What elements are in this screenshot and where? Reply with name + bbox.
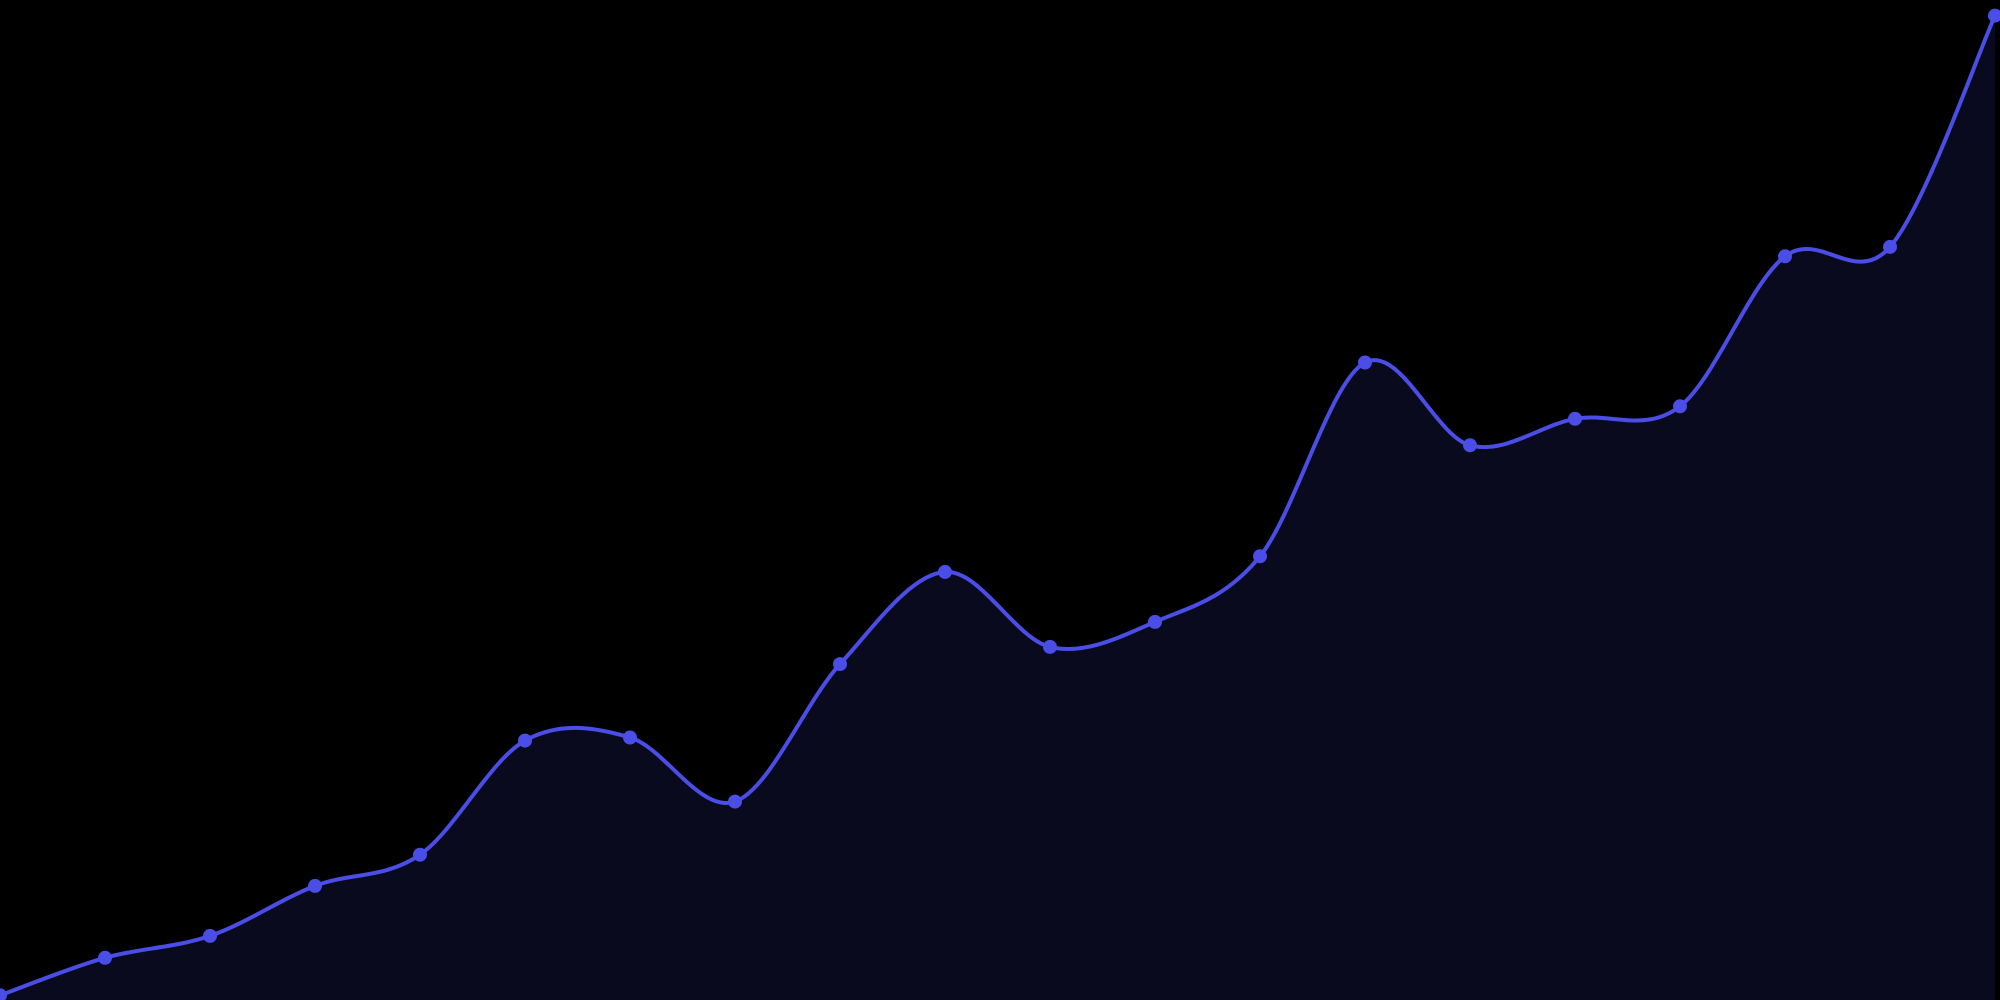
data-point-3 (308, 878, 322, 893)
data-point-6 (623, 730, 637, 745)
data-points (0, 8, 2000, 1000)
data-point-18 (1883, 239, 1897, 254)
series-line (0, 14, 1997, 998)
data-point-16 (1673, 399, 1687, 414)
data-point-0 (0, 988, 7, 1000)
data-point-17 (1778, 249, 1792, 264)
data-point-14 (1463, 438, 1477, 453)
data-point-11 (1148, 614, 1162, 629)
data-point-5 (518, 733, 532, 748)
data-point-10 (1043, 639, 1057, 654)
data-point-15 (1568, 411, 1582, 426)
data-point-9 (938, 564, 952, 579)
data-point-19 (1988, 8, 2000, 23)
data-point-13 (1358, 355, 1372, 370)
area-fill (0, 15, 1995, 1000)
data-point-4 (413, 847, 427, 862)
data-point-8 (833, 657, 847, 672)
data-point-12 (1253, 549, 1267, 564)
data-point-7 (728, 794, 742, 809)
data-point-1 (98, 950, 112, 965)
data-point-2 (203, 928, 217, 943)
